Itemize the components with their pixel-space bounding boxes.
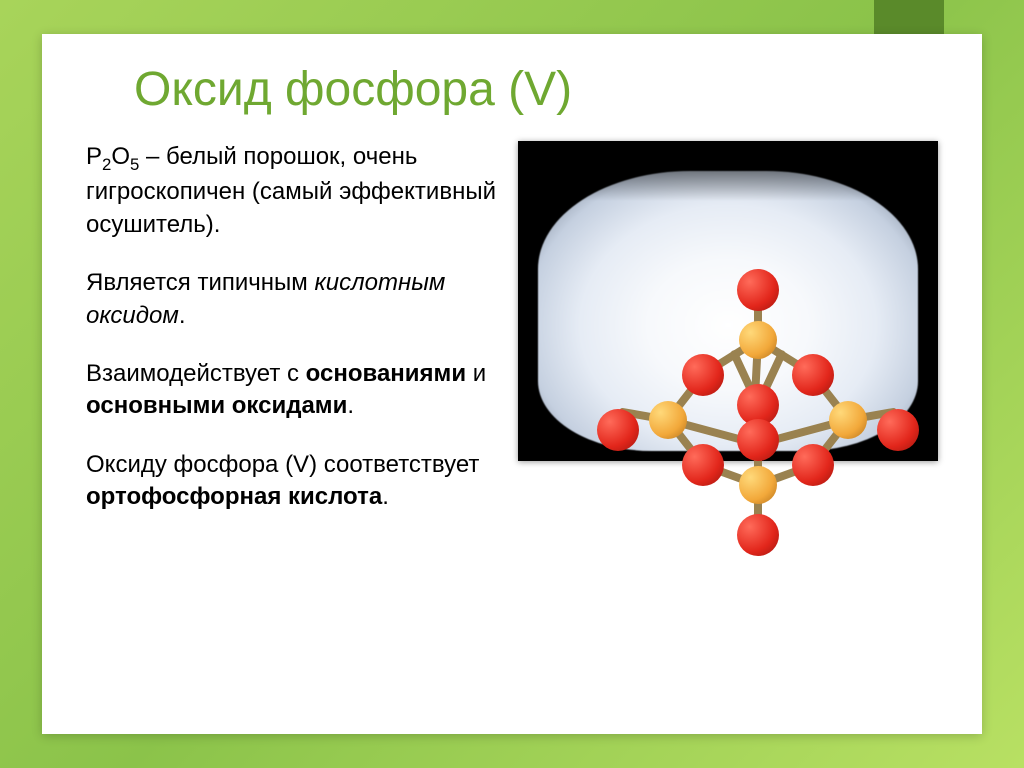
formula-sub2: 5 <box>130 155 139 174</box>
p3-e: . <box>347 392 354 419</box>
powder-shadow <box>518 141 938 201</box>
phosphorus-atom <box>649 401 687 439</box>
p4-c: . <box>382 483 389 510</box>
phosphorus-atom <box>829 401 867 439</box>
oxygen-atom <box>737 514 779 556</box>
oxygen-atom <box>877 409 919 451</box>
phosphorus-atom <box>739 321 777 359</box>
oxygen-atom <box>792 354 834 396</box>
slide-body: Оксид фосфора (V) Р2О5 – белый порошок, … <box>42 34 982 734</box>
paragraph-1: Р2О5 – белый порошок, очень гигроскопиче… <box>86 141 506 241</box>
p4-b: ортофосфорная кислота <box>86 483 382 510</box>
molecule-diagram <box>598 270 918 550</box>
oxygen-atom <box>682 444 724 486</box>
slide-title: Оксид фосфора (V) <box>134 62 938 117</box>
paragraph-3: Взаимодействует с основаниями и основным… <box>86 358 506 423</box>
p3-d: основными оксидами <box>86 392 347 419</box>
oxygen-atom <box>737 419 779 461</box>
p3-c: и <box>466 360 486 387</box>
oxygen-atom <box>792 444 834 486</box>
text-column: Р2О5 – белый порошок, очень гигроскопиче… <box>86 141 506 540</box>
p2-a: Является типичным <box>86 269 314 296</box>
oxygen-atom <box>597 409 639 451</box>
formula-p: Р <box>86 143 102 170</box>
content-row: Р2О5 – белый порошок, очень гигроскопиче… <box>86 141 938 540</box>
image-column <box>526 141 938 540</box>
p1-rest: – белый порошок, очень гигроскопичен (са… <box>86 143 496 238</box>
paragraph-4: Оксиду фосфора (V) соответствует ортофос… <box>86 449 506 514</box>
oxygen-atom <box>682 354 724 396</box>
formula-o: О <box>111 143 130 170</box>
oxygen-atom <box>737 269 779 311</box>
p2-c: . <box>179 302 186 329</box>
paragraph-2: Является типичным кислотным оксидом. <box>86 267 506 332</box>
p3-b: основаниями <box>306 360 466 387</box>
p4-a: Оксиду фосфора (V) соответствует <box>86 451 479 478</box>
phosphorus-atom <box>739 466 777 504</box>
p3-a: Взаимодействует с <box>86 360 306 387</box>
formula-sub1: 2 <box>102 155 111 174</box>
